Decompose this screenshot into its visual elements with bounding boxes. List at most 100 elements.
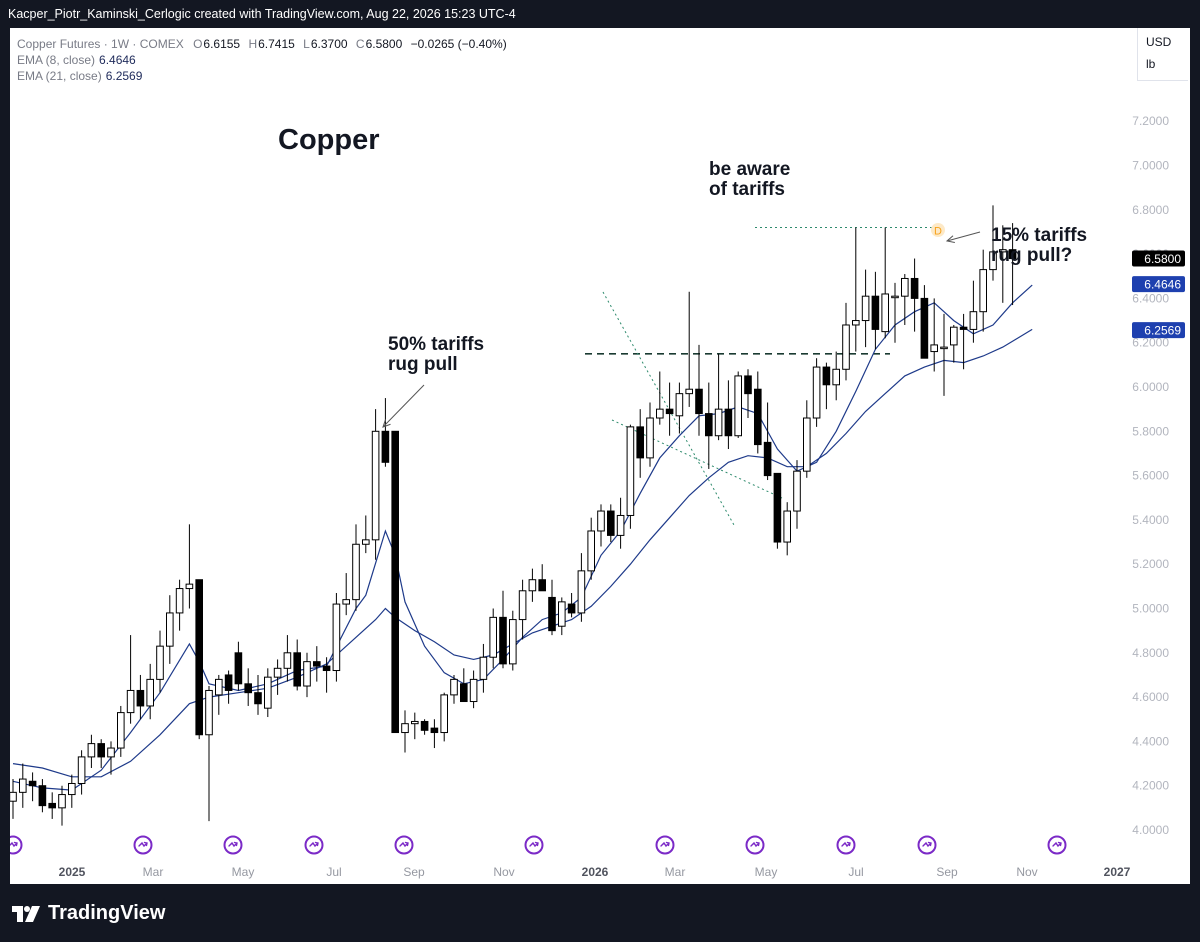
bearish-candle[interactable] <box>607 510 615 536</box>
bullish-candle[interactable] <box>117 712 125 749</box>
bullish-candle[interactable] <box>342 599 350 605</box>
bearish-candle[interactable] <box>871 295 880 330</box>
dividend-marker-icon[interactable] <box>931 223 945 237</box>
event-marker-icon[interactable] <box>917 835 937 855</box>
bullish-candle[interactable] <box>362 539 370 545</box>
bullish-candle[interactable] <box>930 344 939 353</box>
bullish-candle[interactable] <box>107 747 115 758</box>
bearish-candle[interactable] <box>499 616 507 665</box>
bullish-candle[interactable] <box>489 616 497 658</box>
bullish-candle[interactable] <box>450 678 458 696</box>
event-marker-icon[interactable] <box>524 835 544 855</box>
bullish-candle[interactable] <box>332 603 341 672</box>
ema8-line[interactable] <box>12 284 1033 791</box>
bullish-candle[interactable] <box>479 656 488 680</box>
annotation-arrow-15pct[interactable] <box>946 231 981 242</box>
tradingview-logo[interactable]: TradingView <box>12 902 165 925</box>
ema21-line[interactable] <box>12 328 1033 778</box>
bullish-candle[interactable] <box>87 743 96 758</box>
event-marker-icon[interactable] <box>745 835 765 855</box>
bearish-candle[interactable] <box>548 596 556 632</box>
event-marker-icon[interactable] <box>394 835 414 855</box>
bullish-candle[interactable] <box>264 676 272 709</box>
bearish-candle[interactable] <box>420 720 429 731</box>
annotation-text[interactable]: rug pull? <box>991 245 1072 266</box>
bullish-candle[interactable] <box>166 612 174 647</box>
bearish-candle[interactable] <box>754 388 762 446</box>
bullish-candle[interactable] <box>401 723 409 734</box>
bearish-candle[interactable] <box>234 652 243 685</box>
bearish-candle[interactable] <box>38 785 47 807</box>
bearish-candle[interactable] <box>430 727 439 734</box>
bearish-candle[interactable] <box>959 326 968 330</box>
bullish-candle[interactable] <box>303 661 311 687</box>
ema8-row[interactable]: EMA (8, close) 6.4646 <box>17 52 507 68</box>
bullish-candle[interactable] <box>528 579 537 592</box>
bullish-candle[interactable] <box>656 408 664 419</box>
price-chart[interactable]: 4.0000 4.2000 4.4000 4.6000 4.8000 5.0000 5.20… <box>10 28 1190 884</box>
bullish-candle[interactable] <box>852 320 860 326</box>
bullish-candle[interactable] <box>793 470 801 512</box>
bearish-candle[interactable] <box>28 780 37 787</box>
event-marker-icon[interactable] <box>304 835 324 855</box>
bearish-candle[interactable] <box>920 297 929 359</box>
bullish-candle[interactable] <box>185 583 194 590</box>
bullish-candle[interactable] <box>626 426 635 516</box>
bullish-candle[interactable] <box>283 652 292 669</box>
bearish-candle[interactable] <box>391 430 399 734</box>
bearish-candle[interactable] <box>695 388 703 415</box>
bullish-candle[interactable] <box>646 417 654 459</box>
bullish-candle[interactable] <box>832 368 841 386</box>
bullish-candle[interactable] <box>714 408 723 437</box>
bullish-candle[interactable] <box>175 588 184 614</box>
currency-label[interactable]: USD <box>1146 35 1172 49</box>
bullish-candle[interactable] <box>156 645 164 680</box>
bearish-candle[interactable] <box>763 441 772 477</box>
bearish-candle[interactable] <box>724 408 733 437</box>
annotation-arrow-50pct[interactable] <box>382 384 425 428</box>
bullish-candle[interactable] <box>891 295 899 299</box>
annotation-text[interactable]: be aware <box>709 159 790 180</box>
bullish-candle[interactable] <box>979 269 988 313</box>
unit-label[interactable]: lb <box>1146 57 1156 71</box>
event-marker-icon[interactable] <box>1047 835 1067 855</box>
bearish-candle[interactable] <box>773 472 782 543</box>
bullish-candle[interactable] <box>371 430 380 541</box>
bullish-candle[interactable] <box>587 530 596 572</box>
bearish-candle[interactable] <box>381 430 390 463</box>
bearish-candle[interactable] <box>195 579 203 736</box>
bullish-candle[interactable] <box>881 293 890 333</box>
bullish-candle[interactable] <box>675 393 684 417</box>
bearish-candle[interactable] <box>567 603 576 614</box>
unit-selector[interactable]: USD lb <box>1137 28 1188 81</box>
bearish-candle[interactable] <box>822 366 831 386</box>
bearish-candle[interactable] <box>744 375 752 395</box>
bullish-candle[interactable] <box>126 689 135 714</box>
bearish-candle[interactable] <box>244 683 252 694</box>
ema21-row[interactable]: EMA (21, close) 6.2569 <box>17 68 507 84</box>
bearish-candle[interactable] <box>322 665 331 672</box>
bearish-candle[interactable] <box>224 674 233 691</box>
annotation-text[interactable]: 15% tariffs <box>991 225 1087 246</box>
bearish-candle[interactable] <box>48 802 57 809</box>
annotation-text[interactable]: of tariffs <box>709 179 785 200</box>
bullish-candle[interactable] <box>509 619 517 665</box>
bearish-candle[interactable] <box>293 652 301 687</box>
bullish-candle[interactable] <box>989 251 997 271</box>
bullish-candle[interactable] <box>950 326 958 346</box>
bullish-candle[interactable] <box>940 346 948 350</box>
bullish-candle[interactable] <box>558 601 566 627</box>
bullish-candle[interactable] <box>19 778 27 793</box>
event-marker-icon[interactable] <box>10 835 23 855</box>
bearish-candle[interactable] <box>254 692 262 705</box>
annotation-text[interactable]: rug pull <box>388 354 458 375</box>
bullish-candle[interactable] <box>577 570 586 614</box>
bullish-candle[interactable] <box>969 311 978 330</box>
event-marker-icon[interactable] <box>223 835 243 855</box>
symbol-label[interactable]: Copper Futures · 1W · COMEX <box>17 37 184 51</box>
bullish-candle[interactable] <box>999 249 1007 253</box>
bearish-candle[interactable] <box>538 579 547 592</box>
bearish-candle[interactable] <box>136 689 145 707</box>
bearish-candle[interactable] <box>636 426 645 459</box>
bullish-candle[interactable] <box>812 366 821 419</box>
